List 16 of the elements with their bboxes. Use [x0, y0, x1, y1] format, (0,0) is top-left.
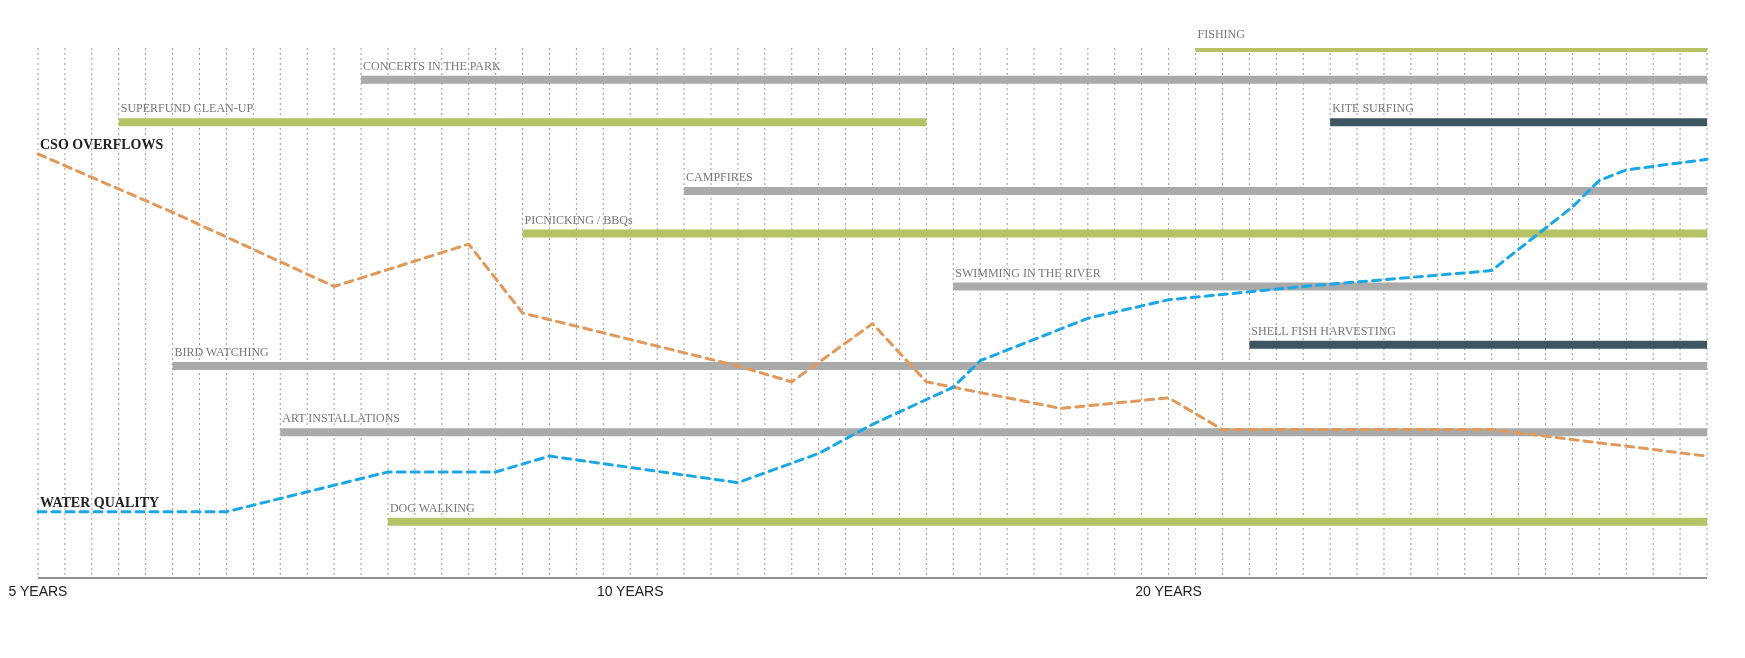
series-label: FISHING [1197, 27, 1246, 41]
series-label: ART INSTALLATIONS [282, 411, 401, 426]
series-label: CSO OVERFLOWS [40, 137, 164, 152]
series-label: PICNICKING / BBQs [524, 212, 633, 227]
series-label: CAMPFIRES [686, 170, 753, 185]
x-tick-label: 10 YEARS [596, 582, 664, 599]
series-label: KITE SURFING [1332, 101, 1415, 116]
x-tick-label: 20 YEARS [1135, 582, 1202, 599]
series-label: WATER QUALITY [40, 494, 160, 510]
series-label: SWIMMING IN THE RIVER [955, 265, 1101, 280]
series-label: SUPERFUND CLEAN-UP [120, 101, 254, 116]
series-label: DOG WALKING [389, 500, 476, 515]
series-label: SHELL FISH HARVESTING [1251, 323, 1397, 338]
series-label: BIRD WATCHING [174, 345, 270, 359]
series-label: CONCERTS IN THE PARK [363, 58, 501, 73]
x-tick-label: 5 YEARS [8, 582, 68, 599]
